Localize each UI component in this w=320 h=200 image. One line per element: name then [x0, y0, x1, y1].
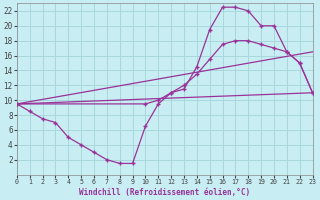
X-axis label: Windchill (Refroidissement éolien,°C): Windchill (Refroidissement éolien,°C) [79, 188, 250, 197]
